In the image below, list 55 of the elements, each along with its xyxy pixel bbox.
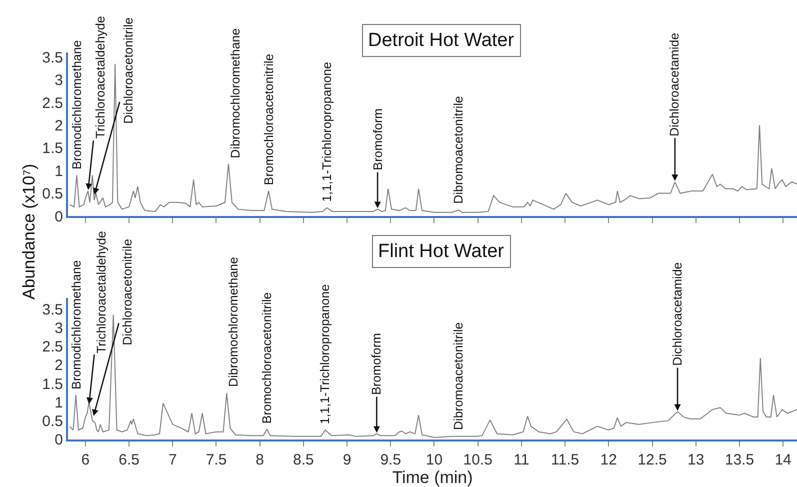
- y-tick-label: 3.5: [42, 49, 63, 66]
- y-tick-label: 3: [54, 320, 63, 337]
- x-tick-label: 8: [256, 451, 264, 468]
- annotation: Dibromoacetonitrile: [452, 96, 466, 204]
- x-tick-label: 11: [514, 451, 530, 468]
- x-tick-label: 12.5: [638, 451, 667, 468]
- annotation: Dichloroacetamide: [670, 262, 684, 366]
- x-tick-label: 7: [168, 451, 177, 468]
- y-axis-title: Abundance (x10⁷): [20, 164, 38, 300]
- annotation: Dichloroacetamide: [667, 32, 682, 136]
- annotation: 1,1,1-Trichloropropanone: [320, 62, 334, 202]
- x-tick-label: 12: [600, 451, 617, 468]
- x-tick-label: 14: [774, 451, 792, 468]
- annotation: Trichloroacetaldehyde: [94, 230, 108, 354]
- chart-title: Flint Hot Water: [378, 241, 505, 262]
- annotation: Bromodichloromethane: [70, 40, 84, 170]
- y-tick-label: 2: [54, 117, 63, 134]
- x-tick-label: 13.5: [724, 451, 754, 468]
- y-tick-label: 0.5: [42, 186, 63, 203]
- annotation: Dibromoacetonitrile: [451, 322, 466, 430]
- annotation: Trichloroacetaldehyde: [94, 16, 108, 139]
- y-tick-label: 2: [54, 357, 63, 374]
- x-tick-label: 9.5: [380, 451, 402, 468]
- chart-title: Detroit Hot Water: [368, 30, 515, 51]
- y-tick-label: 1: [54, 394, 63, 412]
- x-tick-label: 6.5: [118, 451, 140, 468]
- y-tick-label: 1.5: [42, 376, 63, 393]
- y-tick-label: 3.5: [42, 301, 63, 318]
- annotation: Bromoform: [369, 333, 384, 395]
- x-tick-label: 11.5: [551, 451, 580, 468]
- annotation: Dichloroacetonitrile: [122, 17, 136, 124]
- x-tick-label: 7.5: [206, 451, 227, 468]
- y-tick-label: 3: [54, 72, 63, 90]
- x-tick-label: 9: [342, 451, 352, 468]
- annotation: Dibromochloromethane: [226, 256, 241, 387]
- annotation: Dichloroacetonitrile: [120, 238, 134, 346]
- y-tick-label: 2.5: [42, 94, 63, 112]
- x-tick-label: 13: [688, 451, 704, 468]
- annotation: Bromodichloromethane: [69, 260, 84, 390]
- annotation: 1,1,1-Trichloropropanone: [318, 284, 332, 424]
- y-tick-label: 0.5: [42, 412, 63, 430]
- y-tick-label: 0: [54, 432, 63, 449]
- y-tick-label: 0: [54, 208, 63, 226]
- y-tick-label: 1: [54, 162, 63, 180]
- annotation: Dibromochloromethane: [228, 28, 243, 158]
- y-tick-label: 2.5: [42, 338, 63, 356]
- x-tick-label: 8.5: [293, 451, 314, 468]
- x-tick-label: 6: [81, 451, 90, 468]
- x-axis-title: Time (min): [392, 468, 473, 487]
- annotation: Bromochloroacetonitrile: [260, 292, 274, 424]
- y-tick-label: 1.5: [42, 140, 63, 158]
- x-tick-label: 10: [426, 451, 443, 468]
- annotation: Bromoform: [370, 108, 385, 170]
- x-tick-label: 10.5: [463, 451, 492, 468]
- annotation: Bromochloroacetonitrile: [262, 54, 276, 186]
